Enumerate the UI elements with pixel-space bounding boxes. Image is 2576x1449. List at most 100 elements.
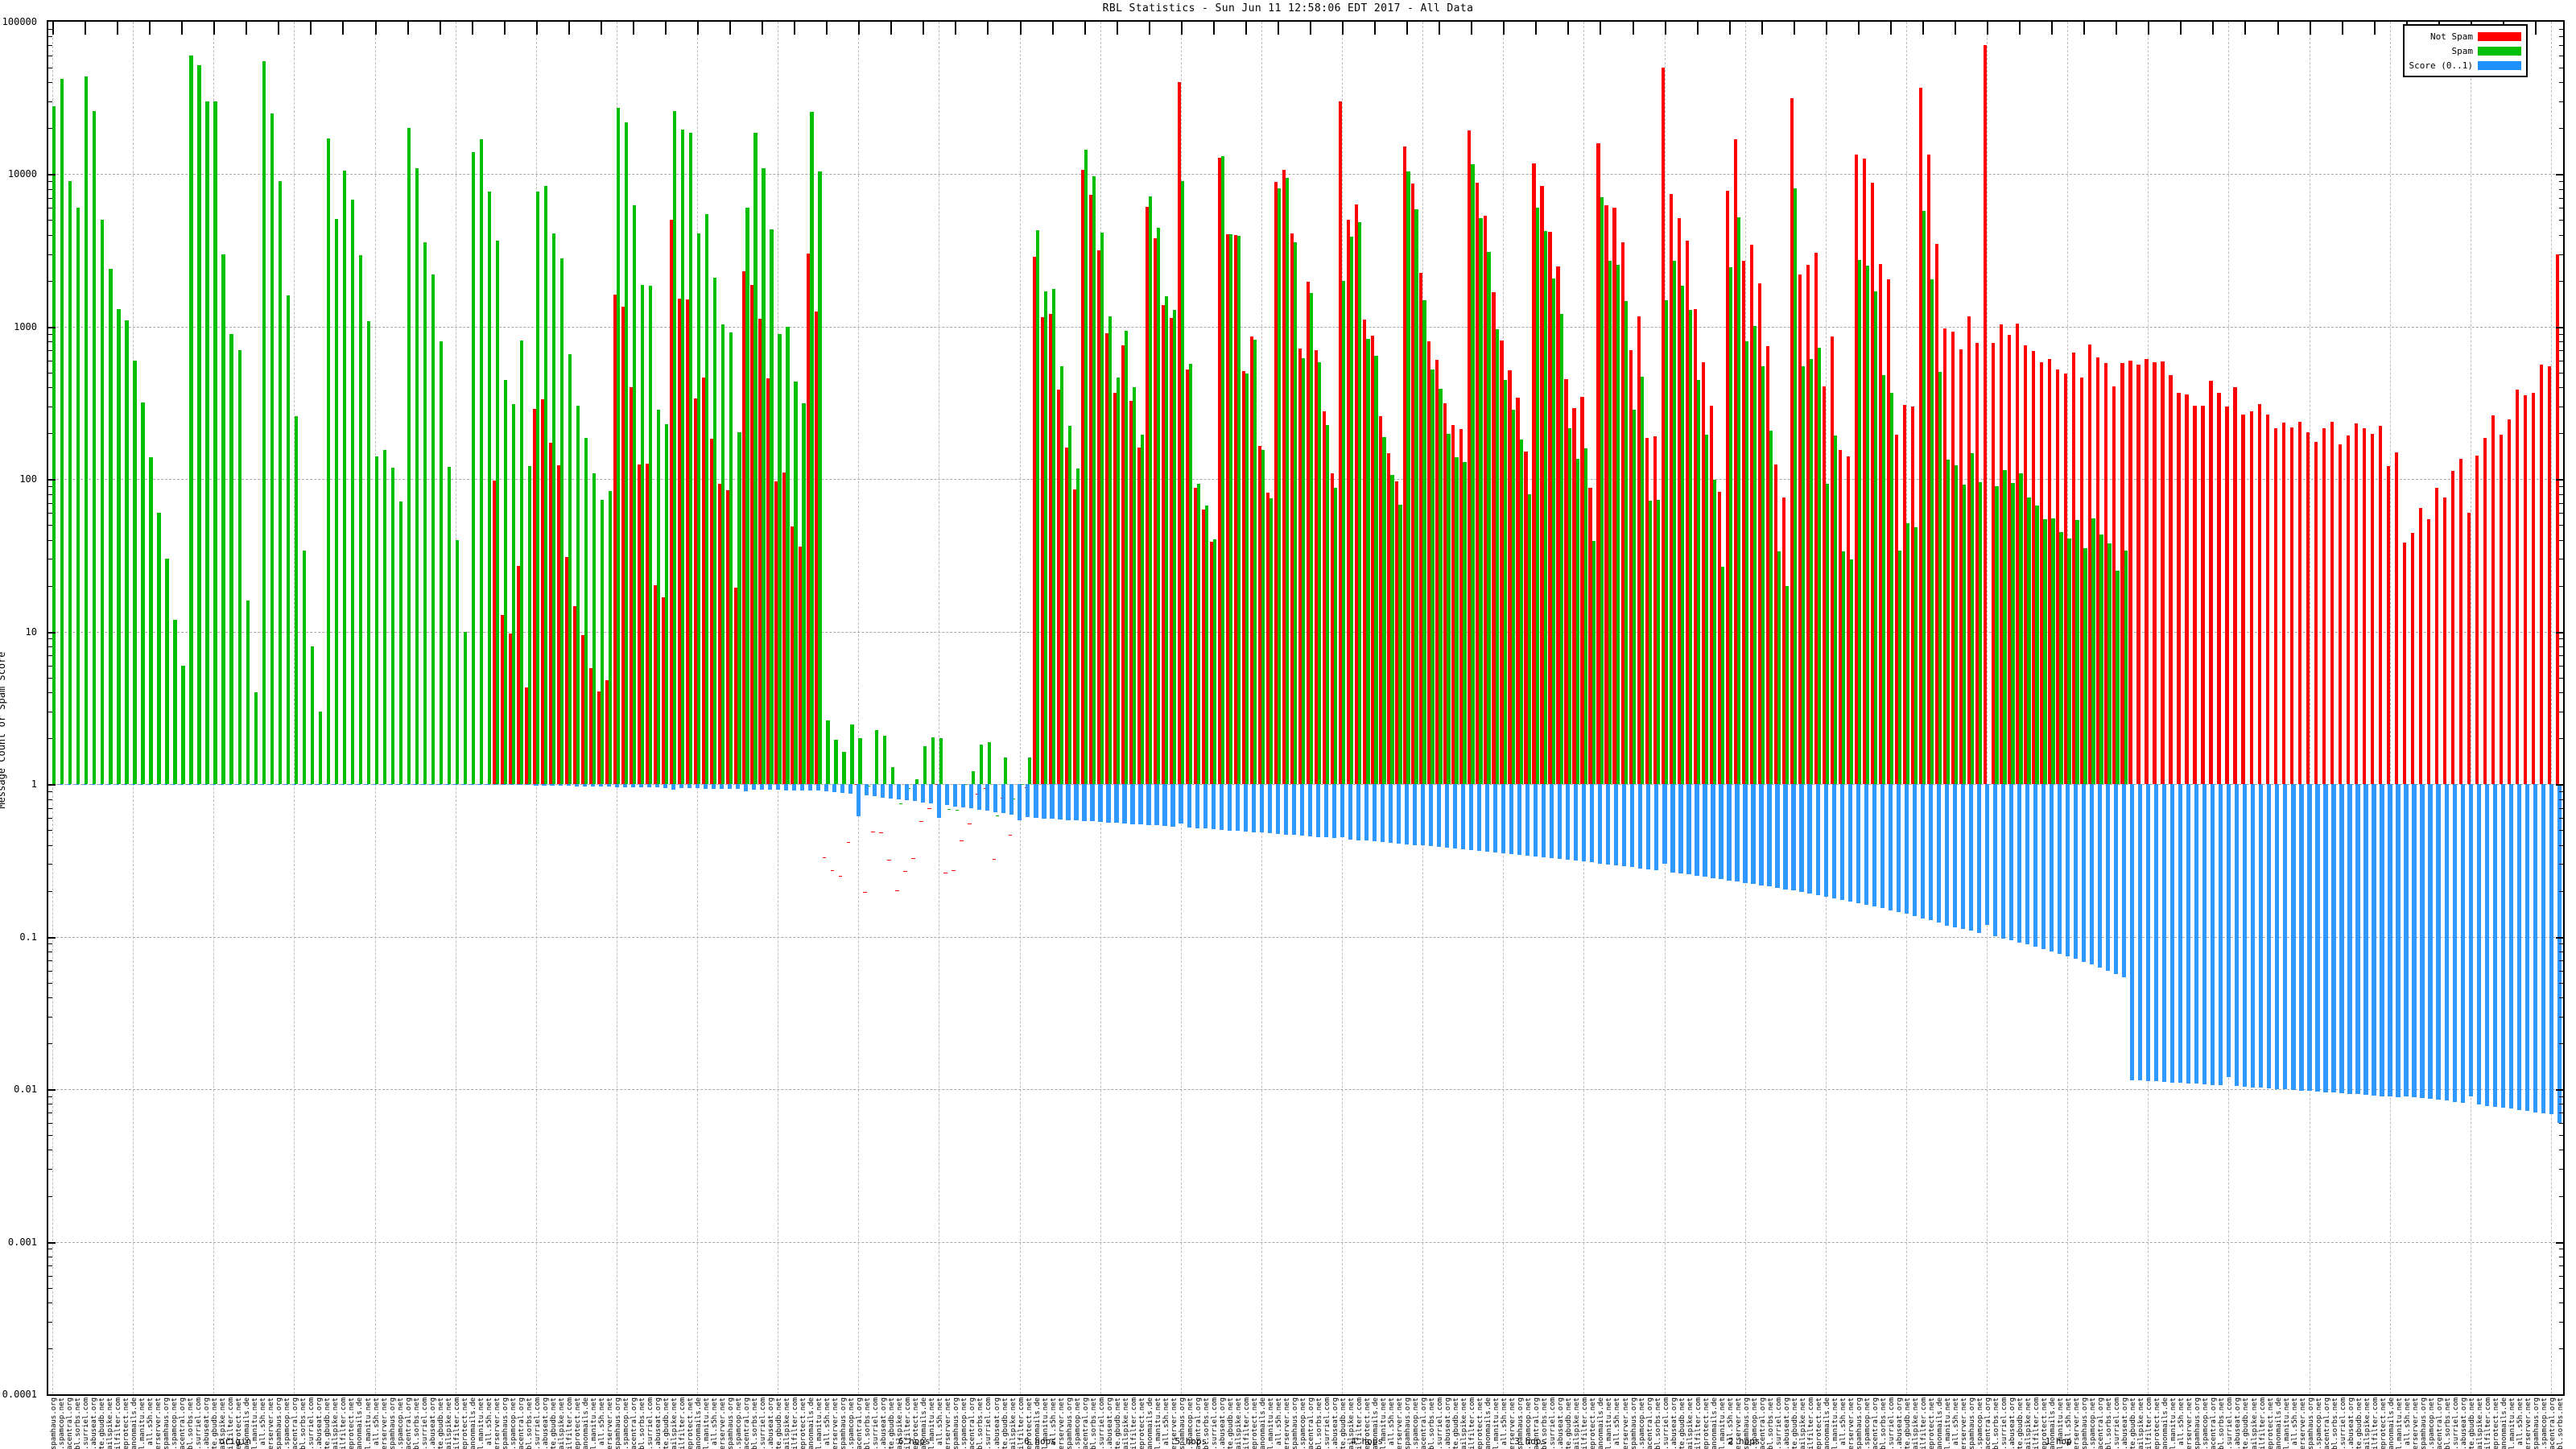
- y-tick-mark: [2559, 350, 2563, 352]
- bar-not-spam: [1307, 282, 1311, 785]
- bar-score: [905, 784, 910, 801]
- bar-spam: [1842, 551, 1846, 785]
- bar-not-spam: [1096, 250, 1100, 785]
- bar-spam: [342, 171, 346, 785]
- bar-not-spam: [1048, 313, 1052, 785]
- y-tick-mark: [2559, 997, 2563, 999]
- y-tick-mark: [2559, 387, 2563, 389]
- x-tick-label: psbl.surriel.com: [1774, 1397, 1783, 1449]
- bar-not-spam: [1209, 542, 1214, 785]
- y-tick-mark: [48, 433, 52, 435]
- x-tick-label: bl.spamcop.net: [2540, 1397, 2549, 1449]
- x-tick-label: hostkarma.junkemailfilter.com: [791, 1397, 799, 1449]
- bar-not-spam: [613, 294, 617, 785]
- y-tick-mark: [48, 101, 52, 103]
- x-tick-mark: [149, 22, 151, 35]
- y-tick-mark: [2559, 433, 2563, 435]
- x-tick-label: truncate.gbudb.net: [1790, 1397, 1799, 1449]
- y-tick-mark: [48, 970, 52, 972]
- bar-score: [235, 784, 241, 786]
- bar-score: [1364, 784, 1369, 841]
- bar-score: [2219, 784, 2223, 1086]
- bar-not-spam: [1862, 158, 1867, 785]
- x-tick-label: all.s5h.net: [147, 1397, 155, 1446]
- bar-score: [945, 784, 950, 806]
- bar-score: [58, 784, 63, 786]
- bar-score: [1654, 784, 1659, 871]
- x-tick-label: b.barracudacentral.org: [856, 1397, 865, 1449]
- bar-score: [1839, 784, 1844, 900]
- bar-score: [1227, 784, 1232, 831]
- bar-spam: [1382, 437, 1386, 785]
- bar-not-spam: [653, 585, 658, 785]
- gridline-vertical: [858, 22, 860, 1394]
- bar-spam: [1736, 217, 1741, 785]
- x-tick-mark: [987, 22, 989, 35]
- legend-label-not-spam: Not Spam: [2430, 31, 2473, 42]
- x-tick-label: dnsbl.sorbs.net: [751, 1397, 760, 1449]
- x-tick-label: b.barracudacentral.org: [2097, 1397, 2106, 1449]
- y-tick-mark: [2559, 372, 2563, 374]
- bar-not-spam: [2523, 395, 2528, 785]
- x-tick-label: psbl.surriel.com: [646, 1397, 654, 1449]
- bar-not-spam: [2458, 458, 2463, 785]
- bar-spam: [431, 275, 436, 785]
- bar-score: [993, 784, 998, 812]
- bar-score: [1856, 784, 1860, 903]
- bar-spam: [366, 321, 370, 785]
- bar-score: [2008, 784, 2014, 941]
- bar-spam: [874, 729, 878, 785]
- y-tick-mark: [48, 36, 52, 38]
- x-tick-mark: [2309, 22, 2311, 35]
- y-tick-mark: [2556, 326, 2563, 328]
- bar-not-spam: [1193, 488, 1198, 785]
- bar-score: [2049, 784, 2054, 952]
- y-tick-mark: [48, 350, 52, 352]
- gridline-horizontal: [48, 631, 2563, 633]
- bar-score: [1388, 784, 1393, 843]
- y-tick-mark: [2559, 1265, 2563, 1266]
- bar-score: [316, 784, 321, 786]
- x-tick-label: psbl.surriel.com: [1887, 1397, 1896, 1449]
- x-tick-label: dnsbl-1.uceprotect.net: [1476, 1397, 1485, 1449]
- bar-score: [2299, 784, 2304, 1091]
- x-tick-label: spam.dnsbl.anonmails.de: [807, 1397, 816, 1449]
- bar-not-spam: [2491, 415, 2496, 785]
- bar-not-spam: [1282, 170, 1286, 785]
- bar-score: [1904, 784, 1909, 914]
- bar-score: [1542, 784, 1546, 857]
- bar-score: [2041, 784, 2046, 949]
- y-tick-label: 0.001: [7, 1236, 37, 1248]
- bar-spam: [649, 286, 653, 785]
- bar-spam: [213, 101, 217, 785]
- bar-not-spam: [1331, 473, 1335, 785]
- bar-spam: [1906, 522, 1910, 785]
- bar-spam: [463, 631, 468, 785]
- bar-not-spam: [1886, 279, 1891, 785]
- bar-score: [590, 784, 595, 786]
- bar-spam: [318, 711, 322, 785]
- bar-spam: [1043, 291, 1047, 785]
- bar-spam: [1422, 299, 1426, 785]
- x-tick-label: truncate.gbudb.net: [2017, 1397, 2025, 1449]
- y-tick-mark: [2559, 638, 2563, 640]
- bar-not-spam: [1902, 405, 1907, 785]
- y-tick-mark: [48, 234, 52, 236]
- bar-spam: [1318, 362, 1322, 785]
- x-tick-label: b.barracudacentral.org: [630, 1397, 638, 1449]
- bar-score: [1944, 784, 1949, 927]
- x-tick-label: all.s5h.net: [1501, 1397, 1509, 1446]
- x-tick-mark: [1084, 22, 1086, 35]
- bar-score: [1356, 784, 1361, 840]
- x-tick-label: bl.spamcop.net: [621, 1397, 630, 1449]
- bar-not-spam: [2515, 390, 2520, 785]
- y-tick-mark: [2559, 646, 2563, 648]
- bar-score: [1662, 784, 1667, 865]
- x-tick-label: b.barracudacentral.org: [2435, 1397, 2444, 1449]
- x-tick-label: b.barracudacentral.org: [1307, 1397, 1315, 1449]
- bar-score: [2227, 784, 2231, 1078]
- bar-not-spam: [2201, 406, 2205, 785]
- y-tick-mark: [2559, 960, 2563, 961]
- x-tick-label: bl.mailspike.net: [1460, 1397, 1469, 1449]
- x-tick-mark: [1310, 22, 1311, 35]
